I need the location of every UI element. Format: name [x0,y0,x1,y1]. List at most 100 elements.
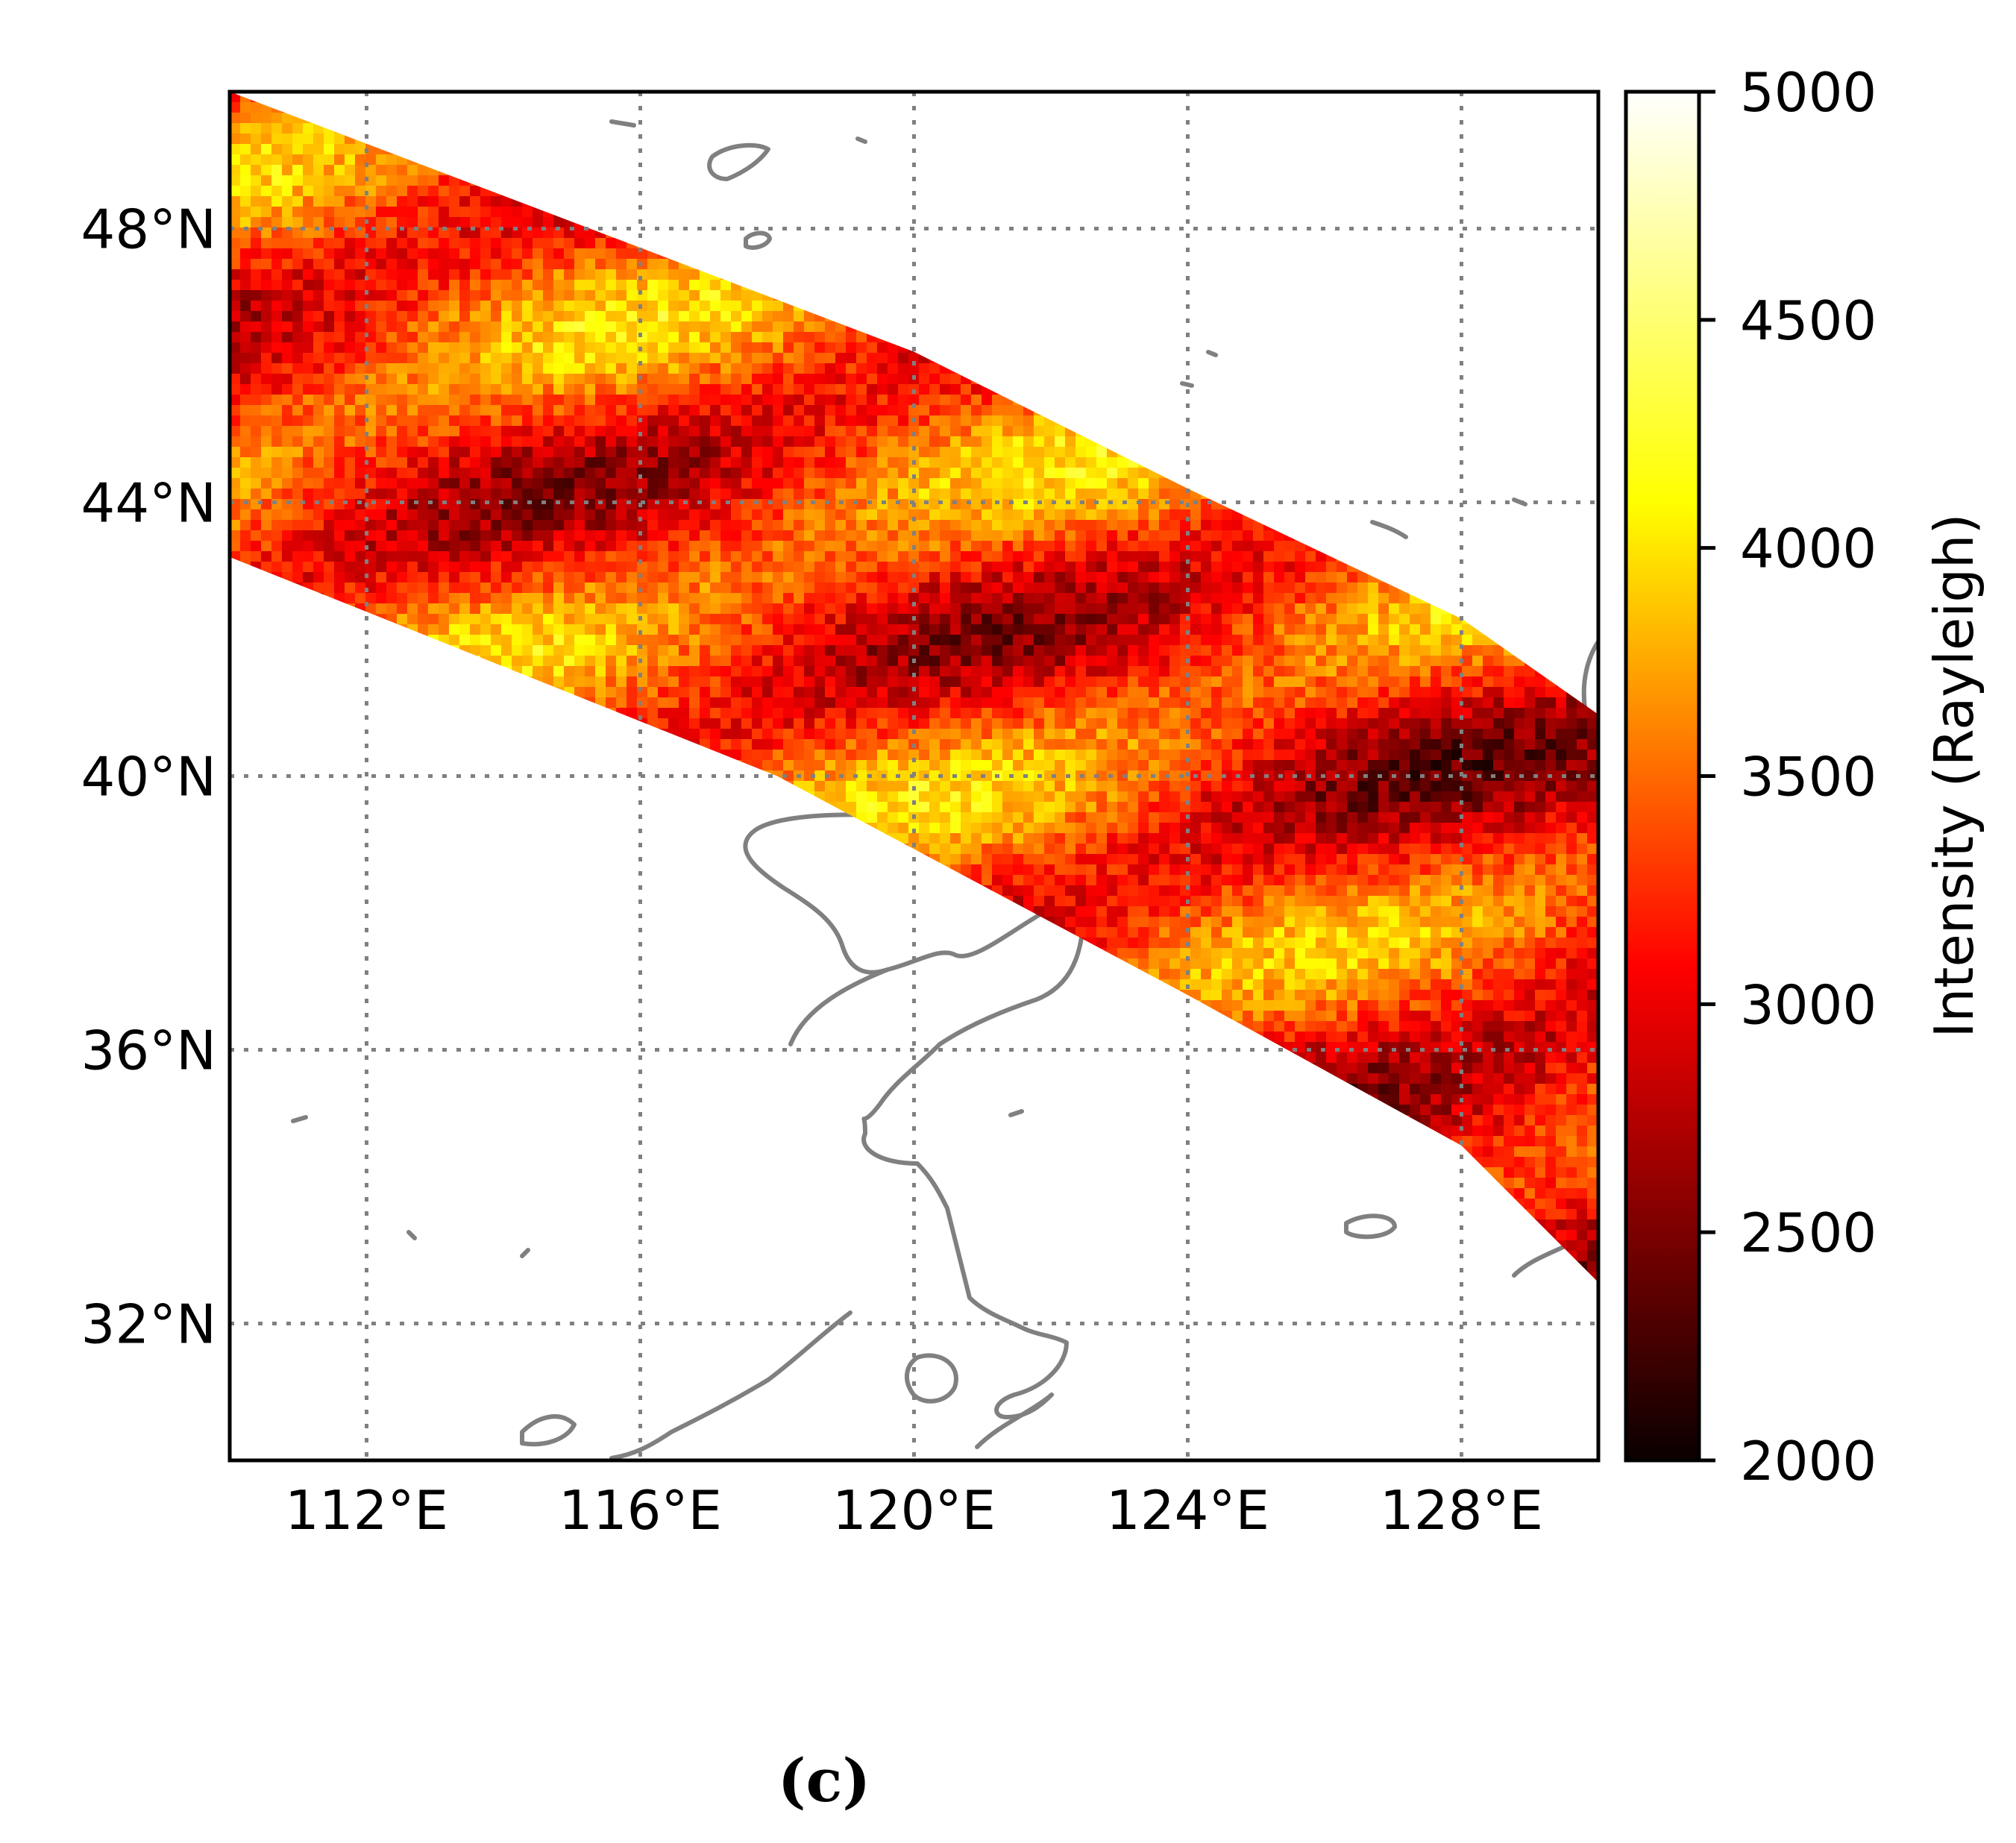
swath-cell [470,426,481,437]
swath-cell [376,426,387,437]
swath-cell [501,207,512,218]
swath-cell [574,436,585,448]
swath-cell [512,238,523,249]
swath-cell [313,144,324,155]
swath-cell [386,447,398,458]
swath-cell [867,384,878,395]
swath-cell [334,248,345,260]
swath-cell [533,280,544,291]
swath-cell [292,405,304,416]
swath-cell [251,207,262,218]
swath-cell [345,186,356,197]
swath-cell [679,280,690,291]
swath-cell [480,436,492,448]
swath-cell [501,395,512,406]
swath-cell [230,332,241,343]
swath-cell [637,457,648,468]
swath-cell [606,415,617,427]
swath-cell [491,457,502,468]
swath-cell [522,290,533,301]
swath-cell [522,321,533,333]
swath-cell [271,165,283,176]
swath-cell [261,332,272,343]
swath-cell [710,384,721,395]
swath-cell [324,395,335,406]
swath-cell [292,436,304,448]
swath-cell [522,217,533,228]
swath-cell [261,321,272,333]
swath-cell [856,363,867,374]
swath-cell [908,478,920,489]
swath-cell [762,353,773,364]
swath-cell [491,468,502,479]
swath-cell [835,447,847,458]
swath-cell [731,363,742,374]
swath-cell [282,342,293,354]
swath-cell [846,436,857,448]
swath-cell [595,363,606,374]
swath-cell [271,478,283,489]
swath-cell [230,478,241,489]
swath-cell [491,259,502,270]
swath-cell [804,384,815,395]
swath-cell [512,457,523,468]
swath-cell [741,447,753,458]
swath-cell [240,374,251,385]
islands-4 [520,1414,577,1447]
swath-cell [720,478,732,489]
swath-cell [553,311,565,322]
swath-cell [794,457,805,468]
swath-cell [355,165,366,176]
swath-cell [606,436,617,448]
swath-cell [1023,415,1034,427]
swath-cell [386,457,398,468]
swath-cell [929,436,941,448]
swath-cell [647,426,659,437]
swath-cell [261,468,272,479]
swath-cell [230,134,241,145]
swath-cell [522,447,533,458]
swath-cell [397,478,408,489]
swath-cell [251,374,262,385]
swath-cell [543,478,554,489]
swath-cell [647,405,659,416]
swath-cell [616,374,627,385]
swath-cell [386,280,398,291]
swath-cell [334,259,345,270]
swath-cell [303,405,314,416]
swath-cell [814,457,826,468]
swath-cell [804,478,815,489]
swath-cell [355,217,366,228]
swath-cell [1065,468,1076,479]
swath-cell [668,395,679,406]
swath-cell [240,332,251,343]
swath-cell [553,301,565,312]
swath-cell [407,353,418,364]
swath-cell [240,447,251,458]
swath-cell [762,415,773,427]
swath-cell [439,269,450,280]
swath-cell [877,478,888,489]
swath-cell [825,353,836,364]
swath-cell [397,436,408,448]
swath-cell [825,342,836,354]
swath-cell [720,280,732,291]
swath-cell [877,457,888,468]
swath-cell [595,280,606,291]
swath-cell [407,478,418,489]
swath-cell [439,332,450,343]
swath-cell [439,217,450,228]
swath-cell [585,478,596,489]
swath-cell [407,259,418,270]
swath-cell [251,405,262,416]
swath-cell [240,426,251,437]
swath-cell [533,248,544,260]
swath-cell [585,321,596,333]
swath-cell [407,468,418,479]
swath-cell [345,415,356,427]
swath-cell [313,217,324,228]
swath-cell [804,395,815,406]
swath-cell [251,468,262,479]
swath-cell [637,280,648,291]
swath-cell [439,457,450,468]
